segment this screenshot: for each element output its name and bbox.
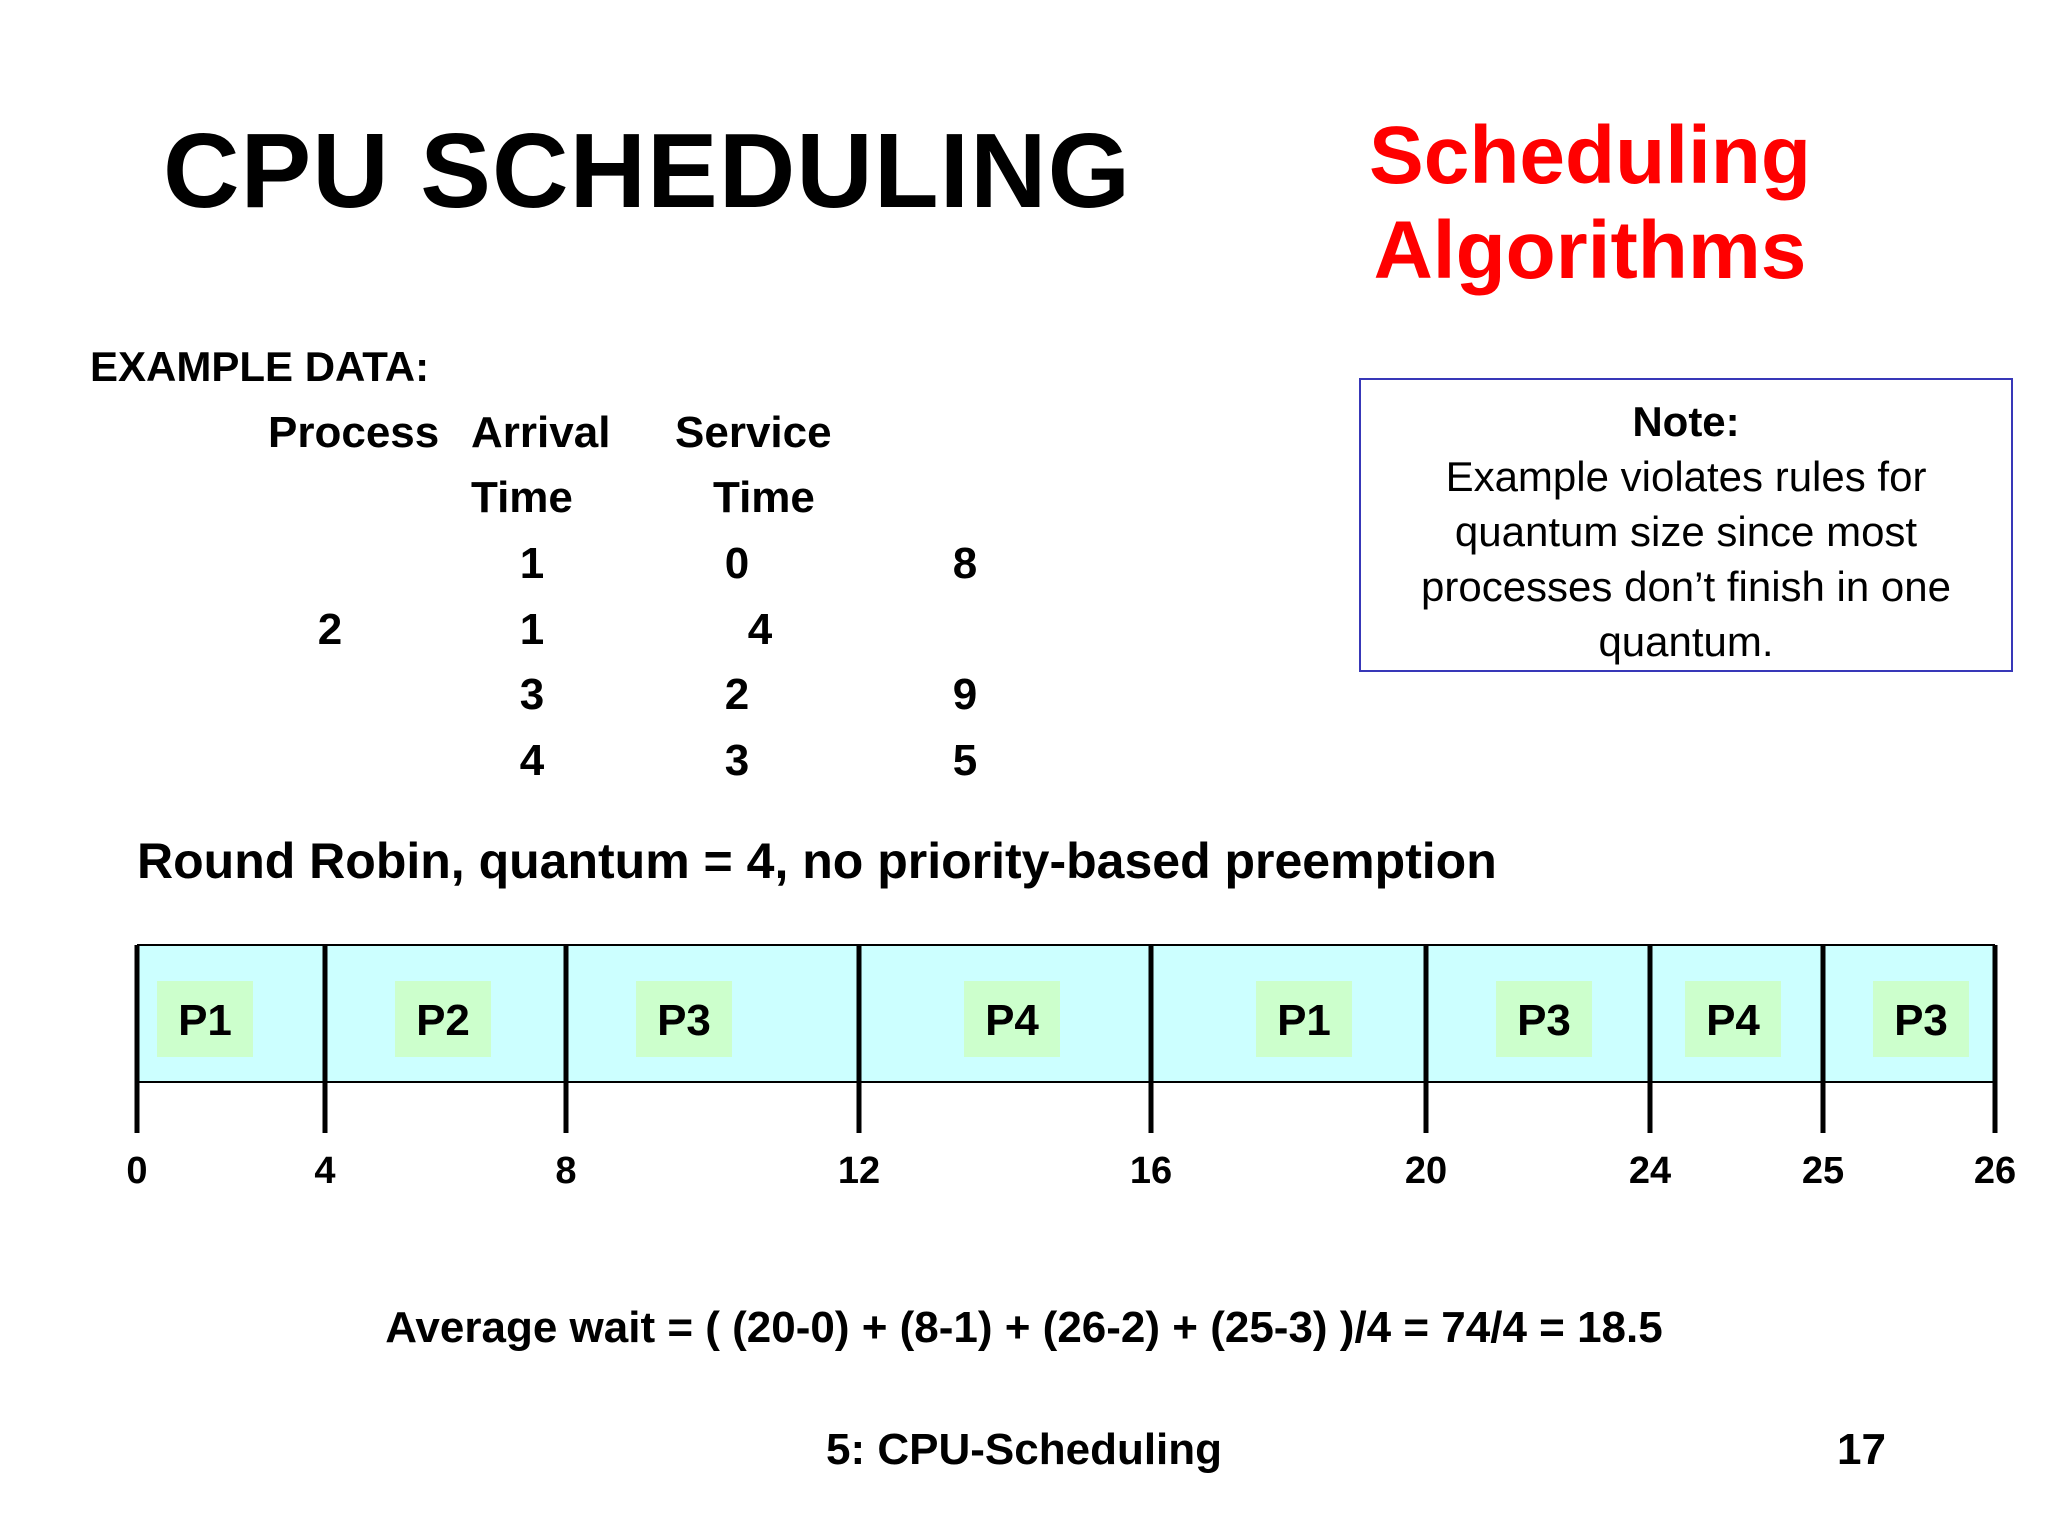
segment-label: P3 <box>1894 996 1948 1045</box>
segment-label: P2 <box>416 996 470 1045</box>
segment-label-box <box>964 981 1060 1057</box>
table-cell: 3 <box>519 670 545 719</box>
tick-label: 12 <box>838 1150 880 1192</box>
table-cell: 9 <box>952 670 978 719</box>
note-line: quantum. <box>1598 618 1774 665</box>
note-line: processes don’t finish in one <box>1421 563 1951 610</box>
header-arrival-time: Time <box>471 473 573 522</box>
table-cell: 2 <box>317 605 343 654</box>
tick-label: 20 <box>1405 1150 1447 1192</box>
note-line: quantum size since most <box>1454 508 1918 555</box>
tick-label: 4 <box>314 1150 335 1192</box>
tick-label: 16 <box>1130 1150 1172 1192</box>
tick-label: 8 <box>555 1150 576 1192</box>
table-cell: 5 <box>952 736 978 785</box>
tick-label: 26 <box>1974 1150 2016 1192</box>
table-cell: 0 <box>724 539 750 588</box>
round-robin-heading: Round Robin, quantum = 4, no priority-ba… <box>137 833 1497 889</box>
segment-label: P4 <box>1706 996 1760 1045</box>
footer-label: 5: CPU-Scheduling <box>826 1425 1223 1474</box>
header-arrival: Arrival <box>471 408 611 457</box>
note-box: Note: Example violates rules for quantum… <box>1359 378 2013 672</box>
table-cell: 4 <box>747 605 773 654</box>
segment-label: P3 <box>1517 996 1571 1045</box>
segment-label: P3 <box>657 996 711 1045</box>
segment-label: P1 <box>1277 996 1331 1045</box>
table-cell: 8 <box>952 539 978 588</box>
table-cell: 3 <box>724 736 750 785</box>
note-title: Note: <box>1632 398 1740 445</box>
segment-label-box <box>1873 981 1969 1057</box>
table-cell: 4 <box>519 736 545 785</box>
average-wait-formula: Average wait = ( (20-0) + (8-1) + (26-2)… <box>385 1303 1663 1352</box>
segment-label-box <box>636 981 732 1057</box>
subtitle-line-1: Scheduling <box>1369 110 1811 201</box>
segment-label: P4 <box>985 996 1039 1045</box>
segment-label-box <box>395 981 491 1057</box>
header-process: Process <box>268 408 440 457</box>
segment-label-box <box>1685 981 1781 1057</box>
gantt-chart: P1 P2 P3 P4 P1 P3 P4 P3 0 4 8 12 16 20 24 25 26 <box>126 944 2016 1192</box>
example-data-label: EXAMPLE DATA: <box>90 343 430 390</box>
note-line: Example violates rules for <box>1445 453 1927 500</box>
header-service-time: Time <box>713 473 815 522</box>
segment-label-box <box>1496 981 1592 1057</box>
segment-label: P1 <box>178 996 232 1045</box>
subtitle-line-2: Algorithms <box>1373 205 1807 296</box>
header-service: Service <box>675 408 832 457</box>
slide-subtitle: Scheduling Algorithms <box>1340 108 1840 298</box>
table-cell: 2 <box>724 670 750 719</box>
page-title: CPU SCHEDULING <box>163 112 1132 230</box>
segment-label-box <box>1256 981 1352 1057</box>
segment-label-box <box>157 981 253 1057</box>
page-number: 17 <box>1837 1425 1886 1474</box>
tick-label: 0 <box>126 1150 147 1192</box>
tick-label: 24 <box>1629 1150 1671 1192</box>
table-cell: 1 <box>519 539 545 588</box>
table-cell: 1 <box>519 605 545 654</box>
tick-label: 25 <box>1802 1150 1844 1192</box>
